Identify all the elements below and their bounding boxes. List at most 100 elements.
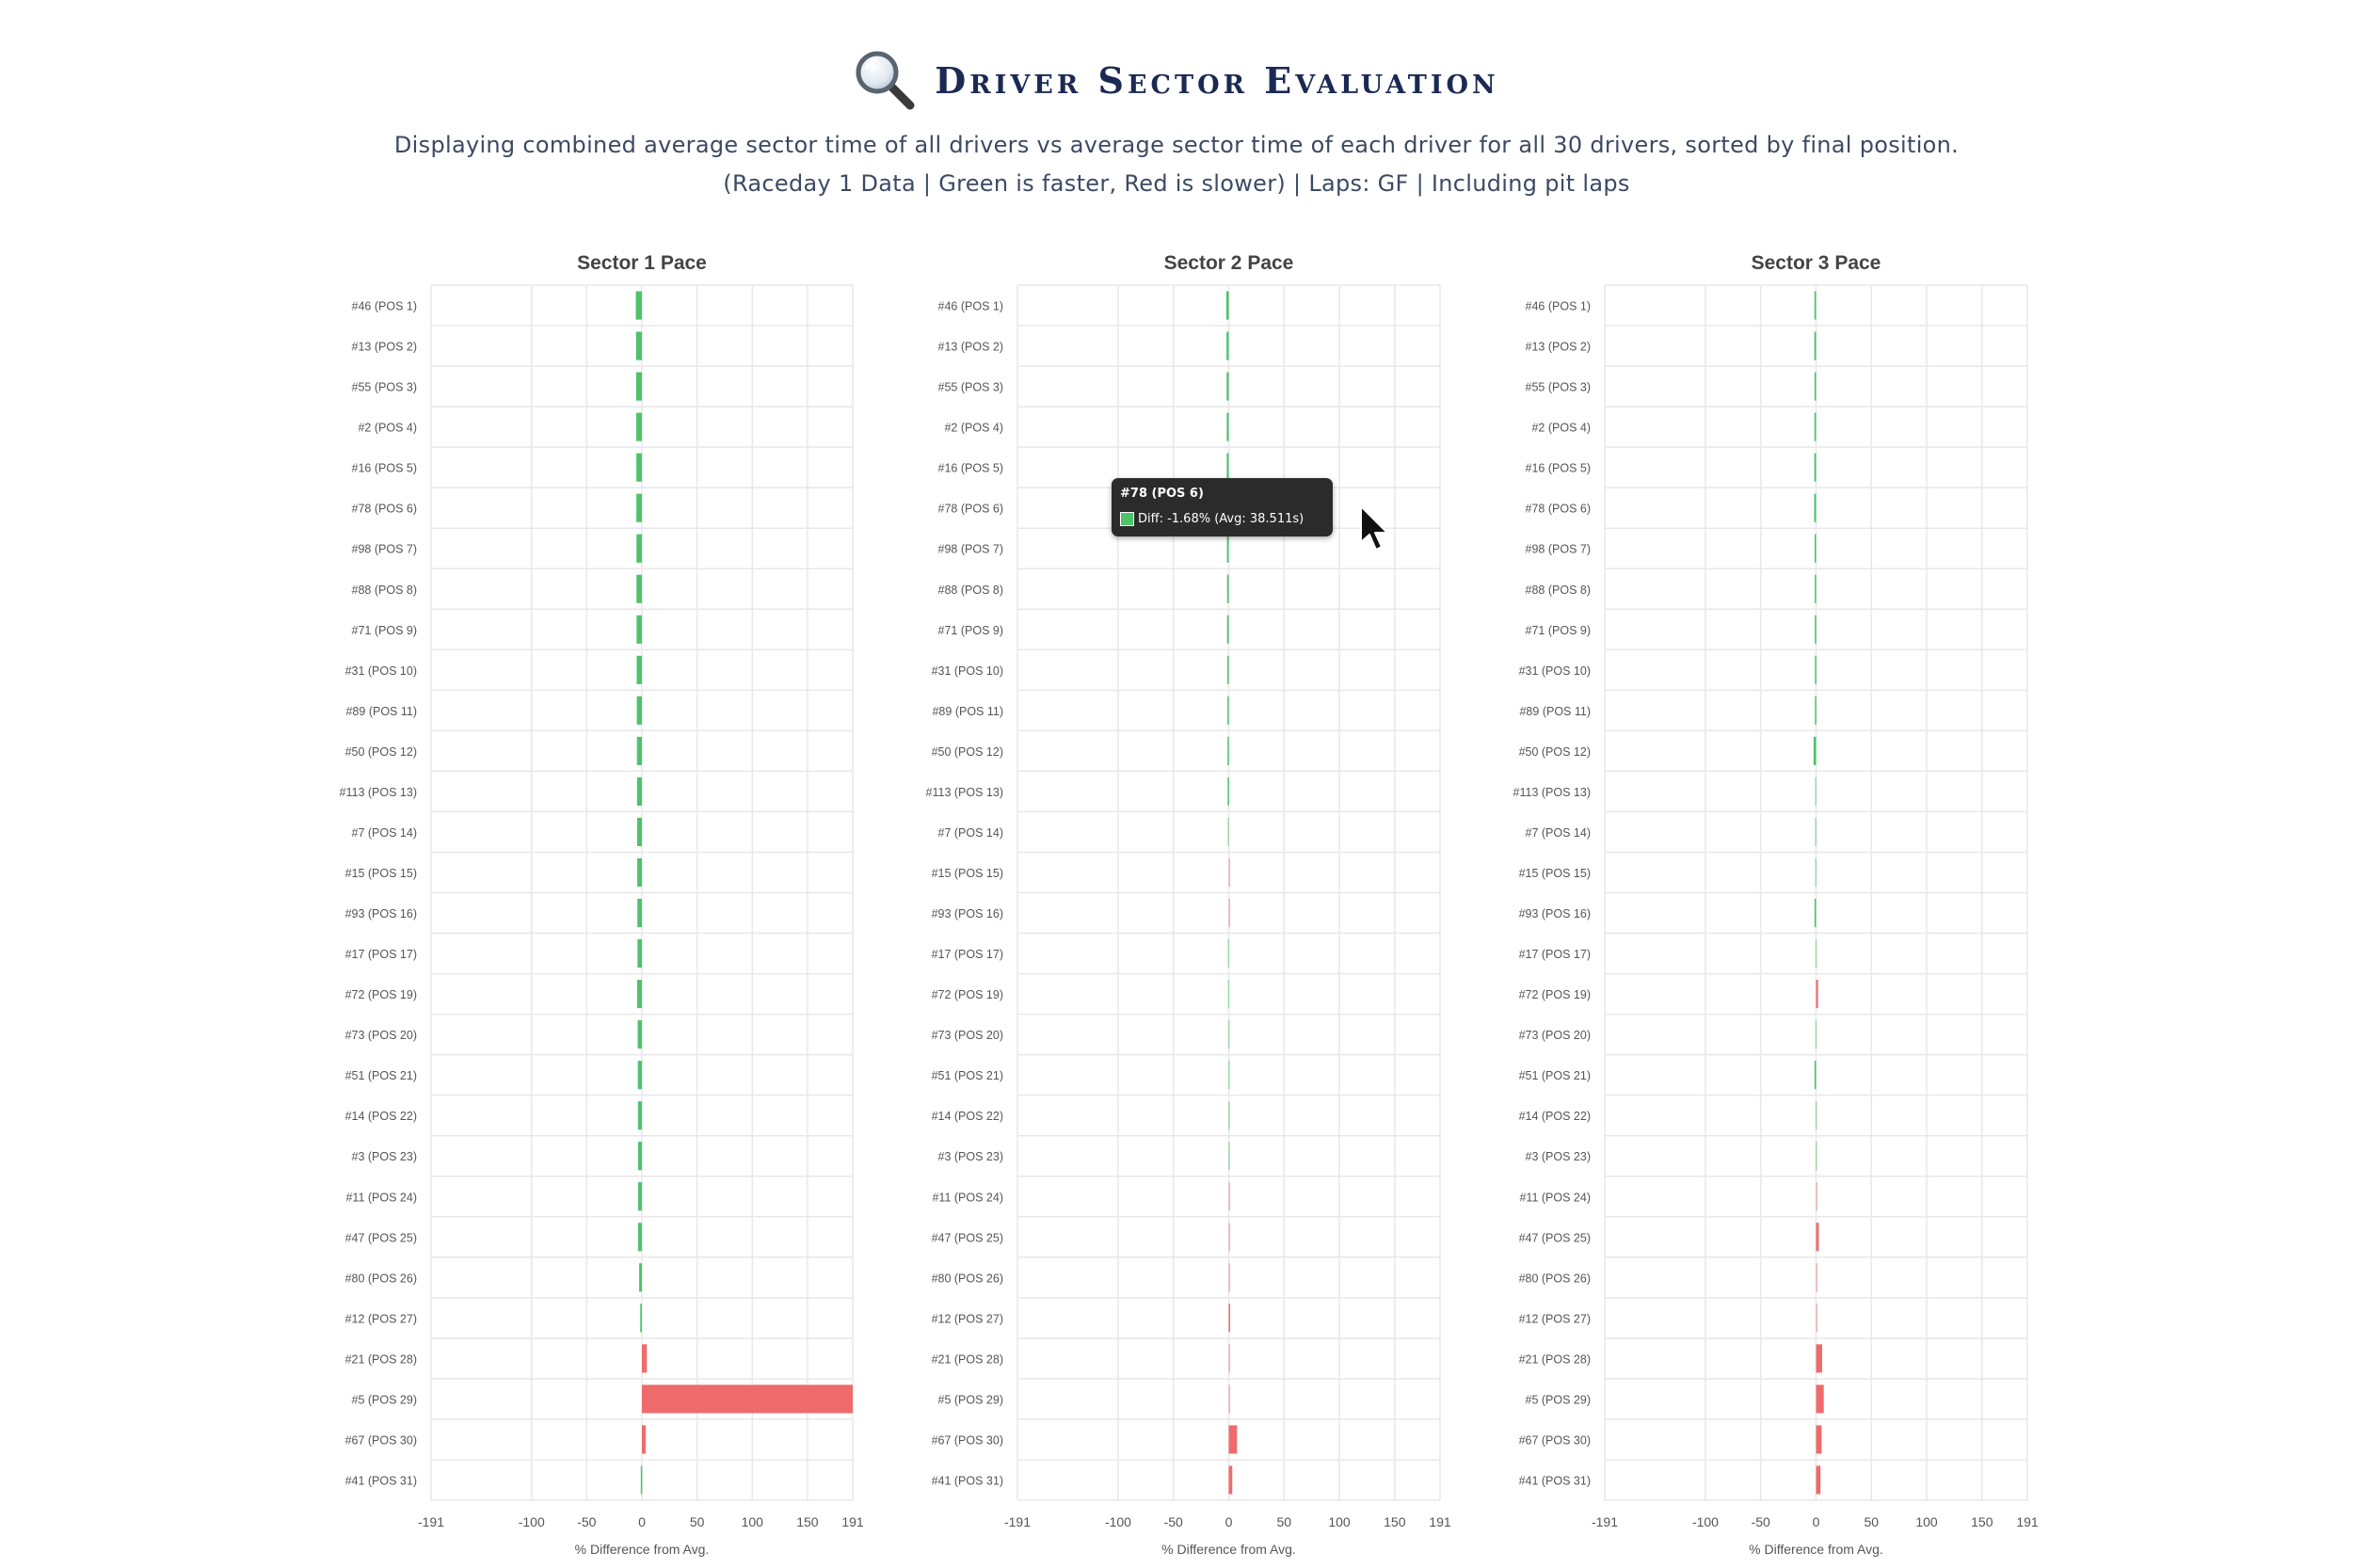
bar [1227,776,1229,806]
y-tick-label: #46 (POS 1) [1526,300,1591,313]
y-tick-label: #50 (POS 12) [345,745,417,759]
bar [1226,453,1229,482]
bar [1815,817,1817,847]
y-tick-label: #93 (POS 16) [1519,907,1591,920]
y-tick-label: #47 (POS 25) [1519,1231,1591,1244]
bar [1228,1344,1230,1373]
y-tick-label: #55 (POS 3) [1526,381,1591,394]
bar-tooltip: #78 (POS 6) Diff: -1.68% (Avg: 38.511s) [1112,478,1333,536]
bar [1226,412,1229,441]
y-tick-label: #2 (POS 4) [358,422,417,435]
bar [1816,1263,1817,1292]
title-row: Driver Sector Evaluation [0,49,2353,111]
bar [1815,1101,1817,1130]
x-tick-label: 50 [1864,1514,1879,1529]
y-tick-label: #2 (POS 4) [1531,422,1591,435]
bar [637,1223,642,1252]
bar [1814,412,1817,441]
tooltip-swatch [1120,512,1134,526]
y-tick-label: #98 (POS 7) [1526,543,1591,556]
x-tick-label: -50 [1164,1514,1183,1529]
bar [636,615,642,644]
y-tick-label: #78 (POS 6) [938,503,1003,516]
bar [636,493,642,522]
bar [636,534,642,563]
bar [642,1344,648,1373]
x-tick-label: 50 [1276,1514,1291,1529]
y-tick-label: #72 (POS 19) [932,988,1003,1001]
bar [1816,980,1818,1009]
bar [1228,1101,1230,1130]
y-tick-label: #47 (POS 25) [932,1231,1003,1244]
bar [1816,1384,1824,1414]
y-tick-label: #3 (POS 23) [352,1150,417,1163]
y-tick-label: #78 (POS 6) [352,503,417,516]
y-tick-label: #31 (POS 10) [345,664,417,678]
y-tick-label: #17 (POS 17) [1519,948,1591,961]
bar [1815,574,1817,603]
y-tick-label: #21 (POS 28) [932,1352,1003,1366]
x-tick-label: 150 [1384,1514,1406,1529]
y-tick-label: #47 (POS 25) [345,1231,417,1244]
y-tick-label: #31 (POS 10) [1519,664,1591,678]
y-tick-label: #98 (POS 7) [352,543,417,556]
tooltip-text: Diff: -1.68% (Avg: 38.511s) [1138,512,1305,526]
y-tick-label: #7 (POS 14) [352,826,417,840]
bar [1228,1142,1230,1171]
chart-title: Sector 2 Pace [1164,252,1294,274]
bar [1227,696,1229,725]
y-tick-label: #46 (POS 1) [352,300,417,313]
y-tick-label: #17 (POS 17) [932,948,1003,961]
bar [637,938,642,968]
magnifying-glass-icon [856,51,915,110]
bar [639,1263,642,1292]
y-tick-label: #12 (POS 27) [1519,1312,1591,1325]
y-tick-label: #55 (POS 3) [938,381,1003,394]
y-tick-label: #5 (POS 29) [938,1393,1003,1406]
bar [635,372,642,401]
bar [1226,372,1229,401]
y-tick-label: #88 (POS 8) [352,584,417,597]
y-tick-label: #67 (POS 30) [1519,1433,1591,1447]
y-tick-label: #11 (POS 24) [345,1191,417,1204]
y-tick-label: #72 (POS 19) [345,988,417,1001]
x-tick-label: 100 [742,1514,764,1529]
bar [1228,1425,1238,1454]
x-tick-label: 0 [638,1514,646,1529]
bar [638,1182,642,1211]
y-tick-label: #13 (POS 2) [938,341,1003,354]
y-tick-label: #50 (POS 12) [932,745,1003,759]
y-tick-label: #73 (POS 20) [345,1029,417,1042]
y-tick-label: #50 (POS 12) [1519,745,1591,759]
y-tick-label: #14 (POS 22) [932,1110,1003,1123]
y-tick-label: #51 (POS 21) [345,1069,417,1082]
y-tick-label: #80 (POS 26) [1519,1272,1591,1285]
bar [1228,857,1230,888]
y-tick-label: #14 (POS 22) [345,1110,417,1123]
bar [1815,776,1817,806]
y-tick-label: #15 (POS 15) [1519,867,1591,880]
bar [1226,615,1229,644]
y-tick-label: #16 (POS 5) [352,462,417,475]
y-tick-label: #3 (POS 23) [938,1150,1003,1163]
bar [636,817,642,847]
y-tick-label: #89 (POS 11) [1519,705,1591,718]
tooltip-body: Diff: -1.68% (Avg: 38.511s) [1120,512,1304,526]
bar [1816,1142,1817,1171]
x-tick-label: 100 [1328,1514,1351,1529]
y-tick-label: #71 (POS 9) [352,624,417,637]
mouse-cursor-icon [1360,505,1388,551]
x-tick-label: 100 [1915,1514,1938,1529]
bar [637,857,642,888]
y-tick-label: #88 (POS 8) [1526,584,1591,597]
x-axis-label: % Difference from Avg. [1161,1542,1296,1557]
y-tick-label: #21 (POS 28) [1519,1352,1591,1366]
bar [1816,1304,1817,1333]
y-tick-label: #14 (POS 22) [1519,1110,1591,1123]
bar [1225,291,1229,320]
y-tick-label: #89 (POS 11) [932,705,1003,718]
y-tick-label: #73 (POS 20) [1519,1029,1591,1042]
y-tick-label: #80 (POS 26) [932,1272,1003,1285]
bar [1228,1384,1230,1414]
